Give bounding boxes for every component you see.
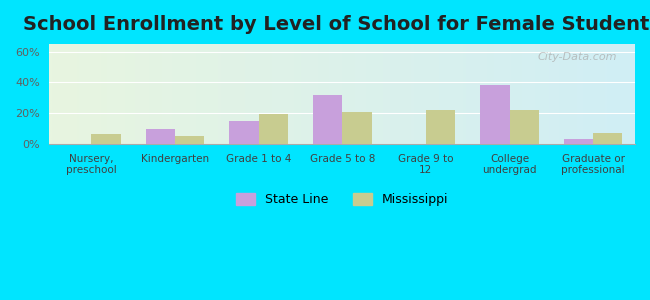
Bar xyxy=(313,95,343,144)
Bar xyxy=(564,139,593,144)
Bar xyxy=(91,134,120,144)
Bar xyxy=(510,110,539,144)
Bar xyxy=(229,121,259,144)
Bar xyxy=(175,136,204,144)
Bar xyxy=(343,112,372,144)
Bar xyxy=(593,133,623,144)
Bar xyxy=(259,114,288,144)
Bar xyxy=(480,85,510,144)
Text: City-Data.com: City-Data.com xyxy=(538,52,617,62)
Title: School Enrollment by Level of School for Female Students: School Enrollment by Level of School for… xyxy=(23,15,650,34)
Bar xyxy=(426,110,455,144)
Legend: State Line, Mississippi: State Line, Mississippi xyxy=(231,188,454,211)
Bar xyxy=(146,129,175,144)
